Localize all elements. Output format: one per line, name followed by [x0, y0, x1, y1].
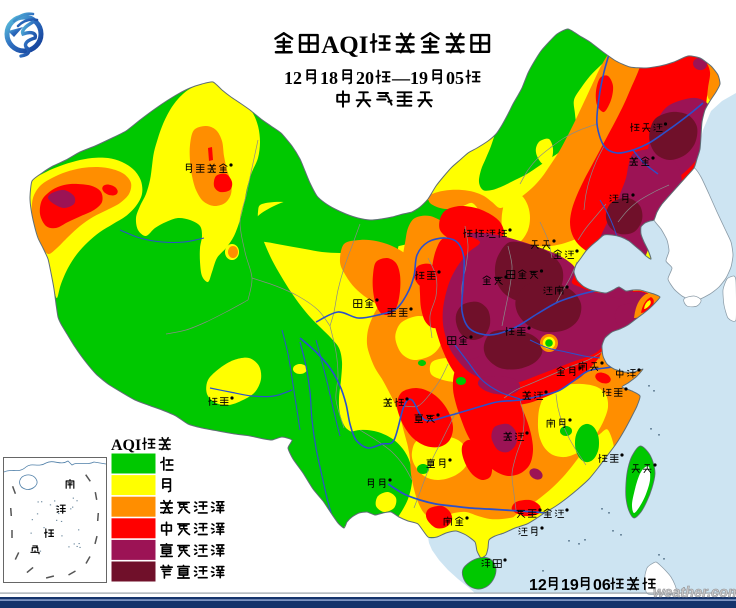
svg-text:19: 19 [410, 68, 428, 88]
svg-text:AQI: AQI [111, 437, 141, 454]
svg-text:weather.com.cn: weather.com.cn [653, 585, 736, 601]
svg-text:20: 20 [356, 68, 374, 88]
svg-text:05: 05 [446, 68, 464, 88]
svg-text:12: 12 [529, 577, 547, 594]
svg-text:18: 18 [320, 68, 338, 88]
svg-text:12: 12 [284, 68, 302, 88]
svg-text:—: — [391, 68, 411, 88]
svg-text:AQI: AQI [321, 32, 368, 59]
svg-text:06: 06 [593, 577, 611, 594]
svg-text:19: 19 [561, 577, 579, 594]
